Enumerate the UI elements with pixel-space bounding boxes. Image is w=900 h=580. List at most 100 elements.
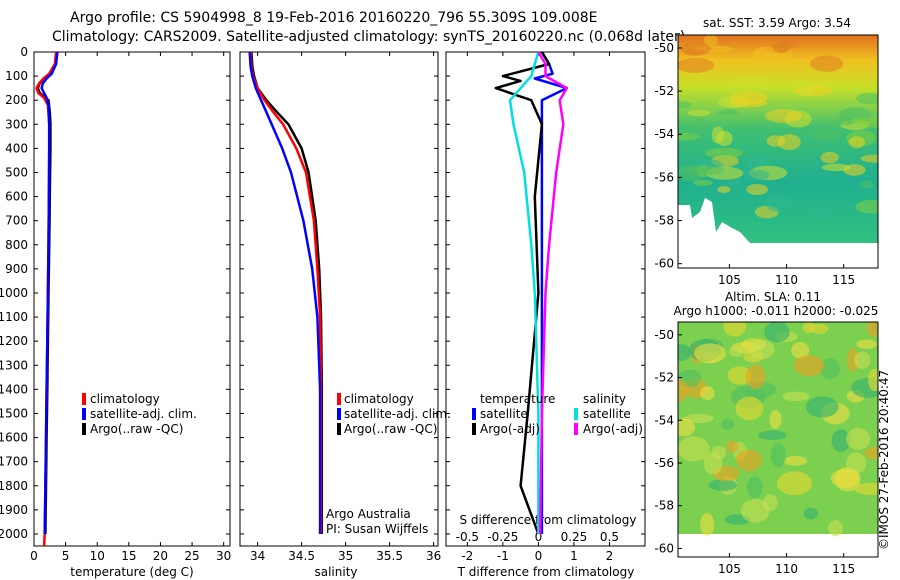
legend-targo-swatch [472,423,476,435]
legend-argo-label: Argo(..raw -QC) [344,422,437,436]
map-x-tick-label: 105 [718,562,741,576]
depth-tick-label: 900 [5,262,28,276]
sla-map [678,322,878,557]
x-tick-label: 0 [30,549,38,563]
sla-map-frame [677,321,879,558]
sla-map-axes: 105 110 115 -50 -52 -54 -56 -58 -60 [654,328,855,576]
legend-sat-label: satellite-adj. clim. [90,407,197,421]
legend-ssat-swatch [574,408,578,420]
depth-tick-label: 1600 [0,431,28,445]
credit-line2: PI: Susan Wijffels [326,522,428,536]
credit-line1: Argo Australia [326,507,411,521]
x-tick-label: 20 [153,549,168,563]
temperature-series [35,52,59,546]
legend-sat-swatch [337,408,341,420]
legend-argo-label: Argo(..raw -QC) [90,422,183,436]
imos-watermark: ©IMOS 27-Feb-2016 20:40:47 [877,370,891,550]
s-diff-tick-label: -0.5 [456,530,479,544]
x-tick-label: 34.5 [288,549,315,563]
depth-tick-label: 400 [5,141,28,155]
s-diff-tick-label: 0 [535,530,543,544]
depth-axis: 0 100 200 300 400 500 600 700 800 900 1000 1100 1200… [0,45,645,541]
depth-tick-label: 600 [5,190,28,204]
depth-tick-label: 1100 [0,310,28,324]
s-diff-tick-label: 0.5 [600,530,619,544]
depth-tick-label: 1400 [0,382,28,396]
s-diff-tick-label: 0.25 [561,530,588,544]
legend-argo-swatch [82,423,86,435]
x-tick-label: -1 [497,549,509,563]
depth-tick-label: 1300 [0,358,28,372]
s-diff-tick-label: -0.25 [487,530,518,544]
x-tick-label: 10 [90,549,105,563]
depth-tick-label: 2000 [0,527,28,541]
sst-map [678,35,878,268]
legend-sal-head: salinity [583,392,626,406]
series-line [40,52,59,535]
map-y-tick-label: -52 [654,371,674,385]
map-y-tick-label: -54 [654,127,674,141]
map-y-tick-label: -58 [654,499,674,513]
title-line1: Argo profile: CS 5904998_8 19-Feb-2016 2… [70,10,597,26]
legend-targo-label: Argo(-adj) [480,422,540,436]
t-diff-axis-label: T difference from climatology [457,565,635,579]
map-y-tick-label: -54 [654,413,674,427]
salinity-axis-label: salinity [314,565,357,579]
legend-temperature: climatology satellite-adj. clim. Argo(..… [82,392,197,436]
map-y-tick-label: -50 [654,328,674,342]
series-line [537,52,569,535]
depth-tick-label: 500 [5,165,28,179]
legend-argo-swatch [337,423,341,435]
title-line2: Climatology: CARS2009. Satellite-adjuste… [52,29,685,45]
legend-sat-swatch [82,408,86,420]
map-y-tick-label: -60 [654,257,674,271]
x-tick-label: -2 [461,549,473,563]
legend-difference: temperature salinity satellite Argo(-adj… [472,392,643,436]
salinity-series [248,52,324,534]
legend-clim-label: climatology [90,392,160,406]
x-tick-label: 5 [62,549,70,563]
s-diff-x-axis: -0.5 -0.25 0 0.25 0.5 [456,530,619,544]
legend-tsat-swatch [472,408,476,420]
map-bottom-title2: Argo h1000: -0.011 h2000: -0.025 [674,304,879,318]
legend-salinity: climatology satellite-adj. clim. Argo(..… [337,392,451,436]
depth-tick-label: 1700 [0,455,28,469]
depth-tick-label: 1800 [0,479,28,493]
map-y-tick-label: -56 [654,456,674,470]
x-tick-label: 0 [535,549,543,563]
depth-tick-label: 0 [20,45,28,59]
legend-temp-head: temperature [480,392,555,406]
x-tick-label: 35.5 [376,549,403,563]
series-line [248,52,322,534]
sst-map-frame [677,34,879,269]
map-y-tick-label: -58 [654,214,674,228]
depth-tick-label: 100 [5,69,28,83]
series-line [533,52,569,534]
depth-tick-label: 1900 [0,503,28,517]
map-bottom-title1: Altim. SLA: 0.11 [725,290,821,304]
legend-clim-label: climatology [344,392,414,406]
legend-sat-label: satellite-adj. clim. [344,407,451,421]
map-top-title: sat. SST: 3.59 Argo: 3.54 [703,16,851,30]
salinity-panel [239,51,439,547]
map-x-tick-label: 115 [832,562,855,576]
depth-tick-label: 1200 [0,334,28,348]
map-x-tick-label: 110 [775,562,798,576]
sst-map-axes: 105 110 115 -50 -52 -54 -56 -58 -60 [654,41,855,287]
series-line [494,52,551,535]
x-tick-label: 34 [250,549,265,563]
depth-tick-label: 1500 [0,406,28,420]
depth-tick-label: 800 [5,238,28,252]
depth-tick-label: 200 [5,93,28,107]
s-diff-axis-label: S difference from climatology [460,513,637,527]
depth-tick-label: 700 [5,214,28,228]
legend-clim-swatch [82,393,86,405]
x-tick-label: 25 [184,549,199,563]
legend-tsat-label: satellite [480,407,528,421]
temperature-axis-label: temperature (deg C) [70,565,193,579]
temperature-panel [33,51,231,547]
x-tick-label: 2 [606,549,614,563]
map-y-tick-label: -56 [654,170,674,184]
difference-series [494,52,569,535]
